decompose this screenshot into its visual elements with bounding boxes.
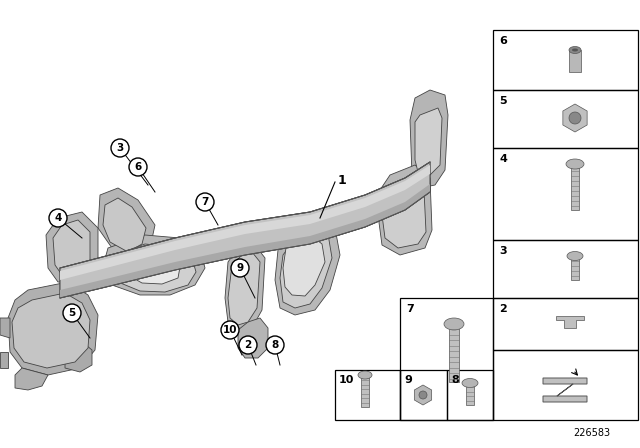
Bar (449, 324, 459, 382)
Circle shape (129, 158, 147, 176)
Polygon shape (82, 258, 108, 282)
Bar (571, 164, 579, 210)
Polygon shape (60, 165, 430, 280)
Text: 3: 3 (499, 246, 507, 256)
Polygon shape (15, 368, 48, 390)
Polygon shape (60, 184, 430, 298)
Ellipse shape (566, 159, 584, 169)
Ellipse shape (567, 251, 583, 260)
Polygon shape (103, 198, 146, 252)
Polygon shape (414, 385, 431, 405)
Polygon shape (378, 165, 432, 255)
Polygon shape (102, 235, 205, 295)
Text: 6: 6 (134, 162, 141, 172)
Circle shape (111, 139, 129, 157)
Polygon shape (238, 318, 268, 358)
Circle shape (49, 209, 67, 227)
Bar (493, 240, 638, 298)
Polygon shape (60, 162, 430, 298)
Ellipse shape (572, 48, 578, 52)
Polygon shape (556, 316, 584, 328)
Text: 4: 4 (499, 154, 507, 164)
Circle shape (239, 336, 257, 354)
Circle shape (419, 391, 427, 399)
Bar (493, 148, 638, 240)
Text: 7: 7 (202, 197, 209, 207)
Bar (493, 298, 638, 350)
Text: 4: 4 (54, 213, 61, 223)
Bar (493, 90, 638, 148)
Polygon shape (415, 108, 442, 175)
Polygon shape (280, 226, 332, 308)
Ellipse shape (444, 318, 464, 330)
Bar (447, 370, 493, 420)
Text: 9: 9 (236, 263, 244, 273)
Text: 2: 2 (499, 304, 507, 314)
Bar (335, 370, 400, 420)
Text: 5: 5 (68, 308, 76, 318)
Text: 5: 5 (499, 96, 507, 106)
Ellipse shape (569, 47, 581, 53)
Polygon shape (563, 104, 587, 132)
Ellipse shape (564, 119, 586, 127)
Polygon shape (46, 212, 98, 282)
Bar (400, 370, 447, 420)
Ellipse shape (358, 371, 372, 379)
Polygon shape (410, 90, 448, 188)
Text: 10: 10 (223, 325, 237, 335)
Polygon shape (228, 252, 260, 325)
Polygon shape (12, 293, 90, 368)
Polygon shape (0, 352, 8, 368)
Polygon shape (98, 188, 155, 258)
Polygon shape (65, 340, 92, 372)
Circle shape (231, 259, 249, 277)
Polygon shape (225, 245, 265, 332)
Polygon shape (60, 162, 430, 298)
Bar (466, 383, 474, 405)
Bar (400, 298, 493, 420)
Polygon shape (60, 165, 430, 280)
Text: 10: 10 (339, 375, 355, 385)
Text: 226583: 226583 (573, 428, 610, 438)
Text: 2: 2 (244, 340, 252, 350)
Circle shape (196, 193, 214, 211)
Polygon shape (0, 318, 10, 338)
Text: 8: 8 (271, 340, 278, 350)
Polygon shape (110, 244, 196, 292)
Text: 3: 3 (116, 143, 124, 153)
Circle shape (266, 336, 284, 354)
Bar (493, 30, 638, 90)
Polygon shape (53, 220, 90, 275)
Text: 9: 9 (404, 375, 412, 385)
Polygon shape (283, 236, 325, 296)
Polygon shape (60, 184, 430, 298)
Bar (571, 256, 579, 280)
Text: 8: 8 (451, 375, 459, 385)
Text: 6: 6 (499, 36, 507, 46)
Polygon shape (8, 282, 98, 375)
Circle shape (569, 112, 581, 124)
Circle shape (221, 321, 239, 339)
Polygon shape (382, 180, 426, 248)
Bar (493, 350, 638, 420)
Ellipse shape (462, 379, 478, 388)
Bar (361, 375, 369, 407)
Polygon shape (275, 218, 340, 315)
Polygon shape (128, 255, 180, 284)
Text: 1: 1 (338, 173, 347, 186)
Text: 7: 7 (406, 304, 413, 314)
Polygon shape (543, 378, 587, 402)
Bar (569, 50, 581, 72)
Circle shape (63, 304, 81, 322)
